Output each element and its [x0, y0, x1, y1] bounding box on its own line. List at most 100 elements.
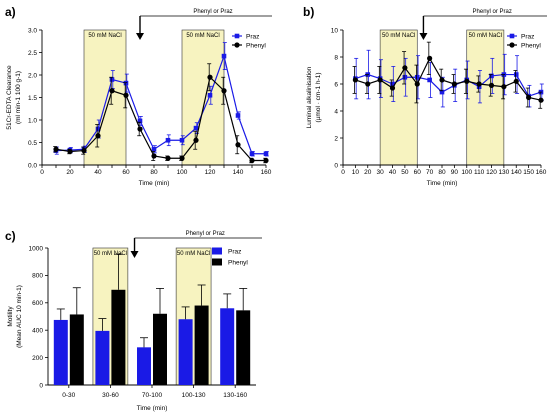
bar-praz	[95, 330, 110, 385]
x-tick-label: 100	[177, 169, 188, 176]
nacl-shaded-region	[181, 29, 225, 166]
x-axis-title: Time (min)	[137, 405, 168, 412]
data-point-praz	[427, 77, 432, 83]
nacl-region-label: 50 mM NaCl	[186, 33, 219, 39]
x-tick-label: 20	[364, 169, 372, 176]
data-point-praz	[151, 146, 157, 152]
data-point-phenyl	[377, 77, 383, 83]
y-tick-label: 6	[334, 81, 338, 88]
legend-marker	[509, 42, 515, 48]
legend-label: Phenyl	[521, 42, 541, 49]
data-point-praz	[123, 80, 129, 86]
x-tick-label: 80	[438, 169, 446, 176]
y-tick-label: 4	[334, 108, 338, 115]
panel-label: c)	[5, 229, 16, 243]
y-axis-unit: (ml min-1 100 g-1)	[15, 71, 22, 124]
y-tick-label: 0	[334, 162, 338, 169]
legend-marker	[509, 33, 515, 39]
legend-swatch	[212, 258, 222, 266]
x-tick-label: 140	[233, 169, 244, 176]
data-point-praz	[221, 53, 227, 59]
panel-label: a)	[5, 5, 16, 19]
x-tick-label: 160	[261, 169, 272, 176]
nacl-shaded-region	[379, 29, 418, 166]
nacl-region-label: 50 mM NaCl	[469, 33, 502, 39]
data-point-phenyl	[451, 81, 457, 87]
data-point-phenyl	[81, 148, 87, 154]
y-tick-label: 400	[32, 328, 43, 335]
nacl-region-label: 50 mM NaCl	[88, 33, 121, 39]
y-tick-label: 1.5	[28, 95, 37, 102]
y-tick-label: 2.0	[28, 72, 37, 79]
legend-label: Praz	[246, 33, 259, 40]
bar-phenyl	[236, 310, 251, 385]
data-point-phenyl	[464, 78, 470, 84]
y-axis-title: Luminal alkalinisation	[306, 66, 313, 128]
bar-praz	[178, 319, 193, 385]
x-tick-label: 40	[389, 169, 397, 176]
bar-phenyl	[69, 314, 84, 385]
data-point-praz	[249, 151, 255, 157]
legend-label: Praz	[521, 33, 534, 40]
x-tick-label: 130	[498, 169, 509, 176]
x-tick-label: 0	[341, 169, 345, 176]
y-tick-label: 2.5	[28, 50, 37, 57]
data-point-praz	[193, 125, 199, 131]
data-point-phenyl	[352, 77, 358, 83]
data-point-praz	[179, 137, 185, 143]
data-point-phenyl	[235, 142, 241, 148]
x-axis-title: Time (min)	[427, 180, 458, 187]
legend-label: Praz	[228, 248, 241, 255]
treatment-label: Phenyl or Praz	[186, 231, 225, 237]
data-point-phenyl	[179, 155, 185, 161]
series-line-praz	[55, 53, 266, 155]
y-tick-label: 0	[39, 382, 43, 389]
y-axis-title: 51Cr-EDTA Clearance	[6, 65, 13, 130]
nacl-region-label: 50 mM NaCl	[382, 33, 415, 39]
y-axis-unit: (µmol · cm-1 h-1)	[315, 73, 322, 123]
data-point-praz	[165, 137, 171, 143]
x-tick-label: 0	[40, 169, 44, 176]
legend-marker	[234, 42, 240, 48]
data-point-praz	[137, 118, 143, 124]
nacl-shaded-region	[466, 29, 505, 166]
data-point-phenyl	[488, 82, 495, 88]
treatment-arrow-head	[419, 33, 428, 40]
data-point-praz	[95, 126, 101, 132]
data-point-praz	[235, 113, 241, 118]
y-axis-unit: (Mean AUC 10 min-1)	[16, 285, 23, 348]
y-tick-label: 600	[32, 300, 43, 307]
data-point-phenyl	[67, 148, 73, 155]
data-point-phenyl	[221, 88, 227, 94]
x-tick-label: 150	[523, 169, 534, 176]
series-line-praz	[355, 73, 542, 97]
data-point-phenyl	[95, 133, 101, 139]
series-line-phenyl	[55, 76, 266, 162]
series-line-phenyl	[355, 57, 542, 101]
bar-phenyl	[153, 313, 167, 385]
data-point-phenyl	[249, 157, 255, 164]
x-tick-label: 100	[461, 169, 472, 176]
x-tick-label: 60	[414, 169, 422, 176]
data-point-phenyl	[123, 92, 129, 98]
y-tick-label: 1.0	[28, 117, 37, 124]
treatment-label: Phenyl or Praz	[193, 9, 232, 15]
data-point-praz	[476, 84, 482, 89]
x-tick-label: 60	[122, 169, 130, 176]
y-tick-label: 200	[32, 355, 43, 362]
bar-praz	[53, 319, 68, 385]
y-tick-label: 8	[334, 54, 338, 61]
data-point-phenyl	[402, 65, 408, 71]
x-axis-title: Time (min)	[139, 180, 170, 187]
data-point-phenyl	[263, 157, 269, 164]
data-point-praz	[263, 151, 269, 157]
y-tick-label: 1000	[29, 245, 44, 252]
data-point-phenyl	[513, 78, 519, 84]
y-tick-label: 0.0	[28, 162, 37, 169]
treatment-label: Phenyl or Praz	[473, 9, 512, 15]
data-point-praz	[207, 92, 213, 98]
data-point-phenyl	[207, 74, 213, 80]
data-point-phenyl	[137, 126, 143, 132]
panel-label: b)	[303, 5, 314, 19]
x-tick-label: 160	[536, 169, 547, 176]
